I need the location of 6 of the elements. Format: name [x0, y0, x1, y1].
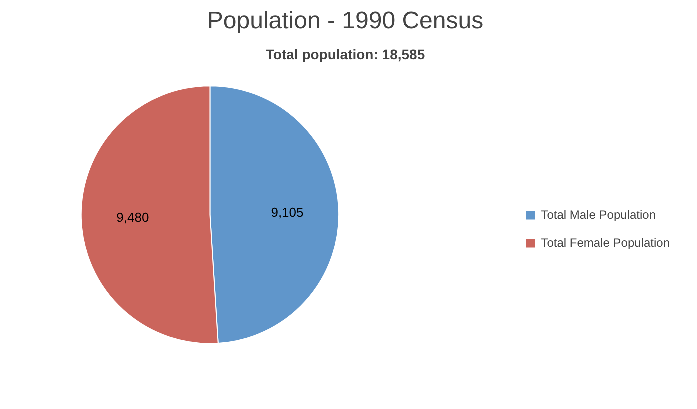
data-label: 9,105	[271, 204, 304, 220]
chart-title: Population - 1990 Census	[207, 8, 484, 34]
chart-subtitle: Total population: 18,585	[266, 46, 426, 62]
legend-label: Total Female Population	[541, 236, 670, 250]
data-label: 9,480	[116, 210, 150, 226]
legend-label: Total Male Population	[541, 208, 656, 222]
